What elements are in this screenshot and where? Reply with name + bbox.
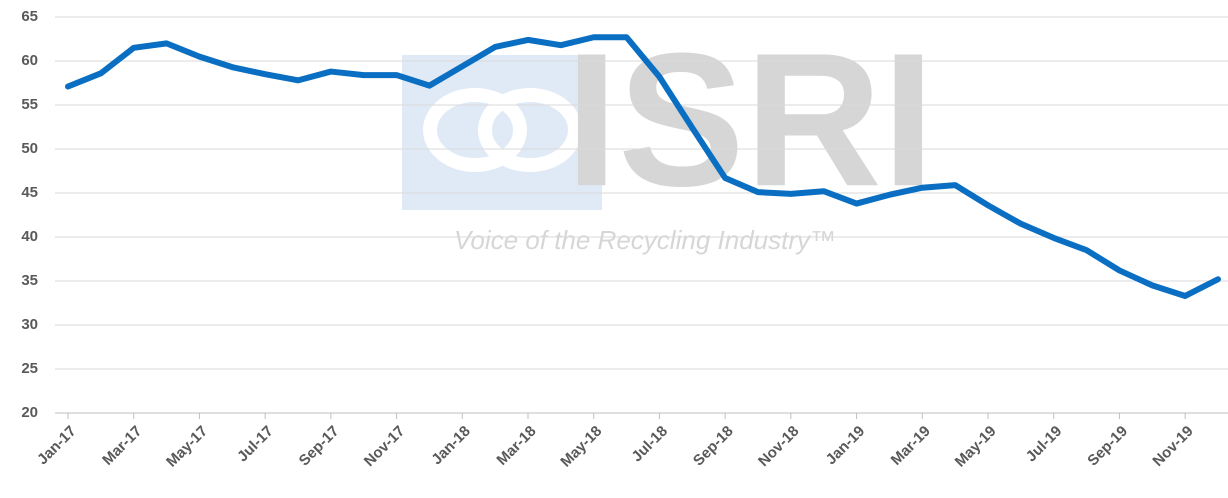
logo-ring: [478, 88, 582, 172]
x-tick-label: Jul-18: [628, 423, 671, 466]
x-tick-label: Sep-17: [296, 423, 343, 470]
y-tick-label: 60: [21, 52, 38, 69]
y-tick-label: 45: [21, 184, 38, 201]
x-tick-label: Sep-19: [1084, 423, 1131, 470]
x-tick-label: Jul-17: [234, 423, 277, 466]
x-tick-label: Jan-18: [428, 423, 474, 469]
x-tick-label: Sep-18: [690, 423, 737, 470]
x-tick-label: Mar-18: [493, 423, 539, 469]
x-tick-label: Jul-19: [1023, 423, 1066, 466]
y-tick-label: 40: [21, 228, 38, 245]
series-line: [65, 34, 1221, 299]
y-tick-label: 25: [21, 360, 38, 377]
x-tick-label: May-19: [952, 423, 1000, 471]
x-tick-label: Nov-18: [755, 423, 802, 470]
x-tick-label: Mar-19: [888, 423, 934, 469]
y-tick-label: 55: [21, 96, 38, 113]
x-tick-label: May-18: [557, 423, 605, 471]
x-tick-label: Mar-17: [99, 423, 145, 469]
y-tick-label: 35: [21, 272, 38, 289]
watermark-tagline: Voice of the Recycling Industry™: [454, 225, 836, 255]
watermark-logo: ISRI Voice of the Recycling Industry™: [402, 14, 935, 255]
x-tick-label: Nov-19: [1149, 423, 1196, 470]
x-tick-label: Jan-19: [823, 423, 869, 469]
x-tick-label: Nov-17: [361, 423, 408, 470]
y-tick-label: 20: [21, 404, 38, 421]
x-tick-label: May-17: [163, 423, 211, 471]
y-tick-label: 30: [21, 316, 38, 333]
y-tick-label: 65: [21, 8, 38, 25]
logo-ring: [423, 88, 527, 172]
y-tick-label: 50: [21, 140, 38, 157]
x-tick-label: Jan-17: [34, 423, 80, 469]
